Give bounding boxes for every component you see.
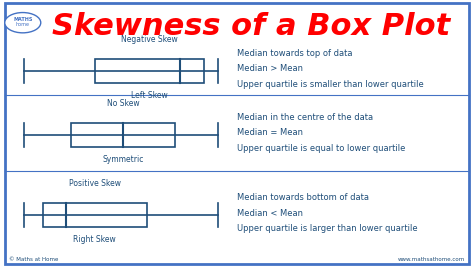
Text: Median < Mean: Median < Mean xyxy=(237,209,303,218)
Text: www.mathsathome.com: www.mathsathome.com xyxy=(397,257,465,262)
Text: Median towards bottom of data: Median towards bottom of data xyxy=(237,193,369,202)
Text: © Maths at Home: © Maths at Home xyxy=(9,257,59,262)
Text: Median in the centre of the data: Median in the centre of the data xyxy=(237,113,373,122)
Text: Upper quartile is larger than lower quartile: Upper quartile is larger than lower quar… xyxy=(237,224,418,233)
Text: Left Skew: Left Skew xyxy=(131,91,168,100)
Text: MATHS: MATHS xyxy=(13,17,32,22)
Text: Skewness of a Box Plot: Skewness of a Box Plot xyxy=(52,12,450,41)
Text: Positive Skew: Positive Skew xyxy=(69,179,121,188)
Text: Upper quartile is equal to lower quartile: Upper quartile is equal to lower quartil… xyxy=(237,144,405,153)
Text: Upper quartile is smaller than lower quartile: Upper quartile is smaller than lower qua… xyxy=(237,80,424,89)
Text: Symmetric: Symmetric xyxy=(102,155,144,164)
Text: Median > Mean: Median > Mean xyxy=(237,64,303,73)
Text: Median = Mean: Median = Mean xyxy=(237,128,303,138)
Bar xyxy=(43,203,147,227)
Text: home: home xyxy=(16,22,30,27)
Bar xyxy=(95,59,204,83)
Text: No Skew: No Skew xyxy=(107,99,139,108)
Text: Negative Skew: Negative Skew xyxy=(121,35,178,44)
Text: Right Skew: Right Skew xyxy=(73,235,116,244)
Text: Median towards top of data: Median towards top of data xyxy=(237,49,353,58)
Bar xyxy=(71,123,175,147)
Circle shape xyxy=(5,13,41,33)
